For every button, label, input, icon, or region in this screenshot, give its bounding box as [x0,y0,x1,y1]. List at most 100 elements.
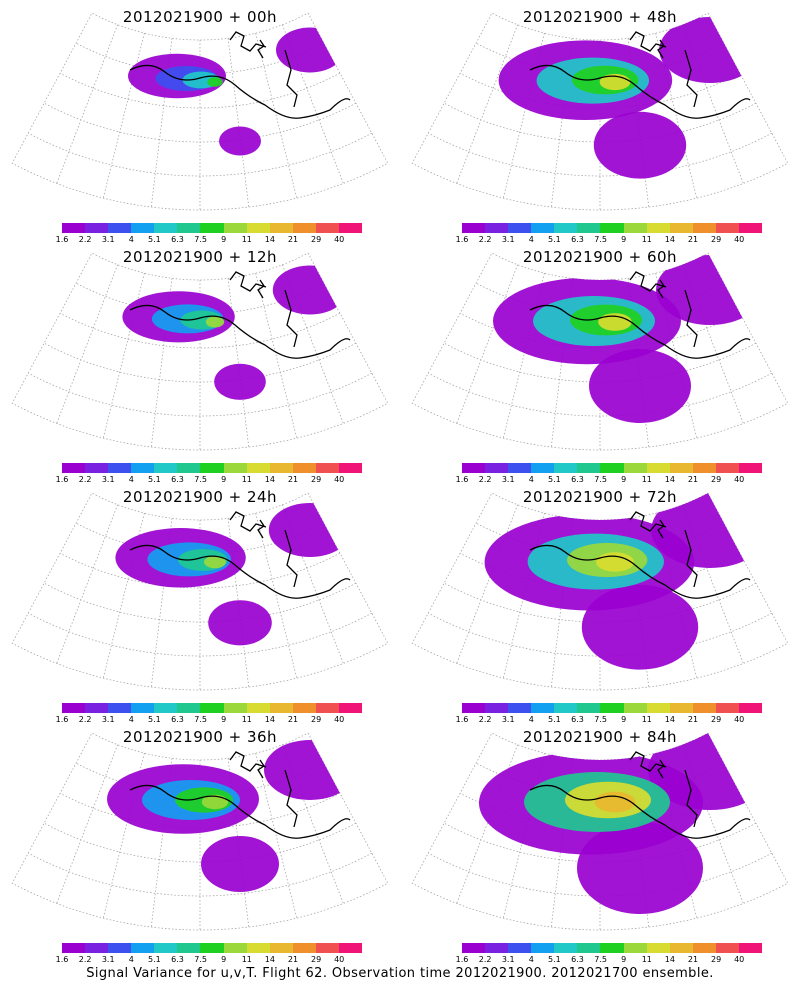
colorbar-swatch [269,463,293,473]
coastline [529,31,751,119]
colorbar-swatch [669,703,693,713]
colorbar-label: 1.6 [455,715,469,724]
colorbar-swatch [85,463,109,473]
colorbar-swatch [154,943,178,953]
variance-contour [656,255,764,325]
colorbar-labels: 1.6 2.2 3.1 4 5.1 6.3 7.5 9 11 14 21 29 40 [450,715,774,727]
colorbar-swatch [600,223,624,233]
colorbar-swatch [623,463,647,473]
colorbar-label: 5.1 [548,475,561,484]
colorbar-label: 5.1 [148,235,161,244]
colorbar-label: 29 [311,235,322,244]
map-panel: 2012021900 + 12h 1.6 2.2 3.1 4 5.1 6.3 7.5 9 11 14… [0,240,400,484]
graticule [11,252,389,451]
map-panel: 2012021900 + 00h 1.6 2.2 3.1 4 5.1 6.3 7.5 9 11 14… [0,0,400,244]
panel-title: 2012021900 + 72h [522,488,678,506]
coastline [129,31,351,119]
colorbar-swatch [154,463,178,473]
colorbar-swatch [623,943,647,953]
variance-field [107,740,356,892]
colorbar-swatch [338,943,363,953]
variance-field [498,17,761,179]
colorbar-labels: 1.6 2.2 3.1 4 5.1 6.3 7.5 9 11 14 21 29 40 [450,475,774,487]
colorbar-label: 3.1 [101,235,115,244]
colorbar-label: 21 [287,715,299,724]
variance-contour [581,584,699,670]
colorbar-label: 3.1 [501,235,515,244]
colorbar-label: 14 [664,715,675,724]
colorbar-label: 11 [241,955,252,964]
colorbar-swatch [85,223,109,233]
colorbar-swatch [646,943,670,953]
colorbar-label: 1.6 [55,235,69,244]
polar-map [11,12,389,211]
colorbar-label: 4 [528,715,534,724]
colorbar-swatch [223,703,247,713]
colorbar-label: 1.6 [55,475,69,484]
colorbar-label: 9 [621,715,627,724]
colorbar-swatch [738,943,763,953]
colorbar-swatch [577,463,601,473]
panel-title: 2012021900 + 36h [122,728,278,746]
colorbar-label: 5.1 [548,715,561,724]
colorbar-label: 6.3 [571,715,584,724]
colorbar-label: 3.1 [101,955,115,964]
colorbar-swatch [692,943,716,953]
colorbar-label: 21 [687,955,699,964]
colorbar-swatch [315,223,339,233]
panel-title: 2012021900 + 24h [122,488,278,506]
colorbar-swatch [646,223,670,233]
colorbar-swatch [462,943,486,953]
colorbar-swatch [554,463,578,473]
colorbar-label: 1.6 [455,475,469,484]
colorbar-swatch [269,703,293,713]
colorbar-labels: 1.6 2.2 3.1 4 5.1 6.3 7.5 9 11 14 21 29 40 [50,475,374,487]
colorbar-swatch [646,703,670,713]
colorbar-label: 40 [734,715,745,724]
colorbar-label: 29 [311,715,322,724]
colorbar-label: 4 [528,475,534,484]
panel-title: 2012021900 + 00h [122,8,278,26]
colorbar-label: 14 [664,475,675,484]
colorbar-swatch [600,463,624,473]
colorbar-label: 2.2 [478,475,492,484]
coastline [529,511,751,599]
colorbar-swatch [131,223,155,233]
colorbar-label: 9 [621,475,627,484]
colorbar-label: 7.5 [594,955,607,964]
colorbar-label: 40 [734,235,745,244]
colorbar-swatch [485,703,509,713]
panel-title: 2012021900 + 84h [522,728,678,746]
map-panel: 2012021900 + 72h 1.6 2.2 3.1 4 5.1 6.3 7.5 9 11 14… [400,480,800,724]
colorbar-swatch [669,463,693,473]
colorbar-label: 11 [641,715,652,724]
colorbar-swatch [485,463,509,473]
colorbar-label: 9 [621,235,627,244]
variance-field [115,503,352,646]
colorbar-swatch [508,703,532,713]
colorbar-swatch [108,223,132,233]
colorbar-label: 21 [687,475,699,484]
map-panel: 2012021900 + 60h 1.6 2.2 3.1 4 5.1 6.3 7.5 9 11 14… [400,240,800,484]
colorbar-swatch [108,703,132,713]
colorbar-swatch [715,943,739,953]
colorbar-swatch [177,463,201,473]
colorbar-label: 29 [711,715,722,724]
variance-field [493,255,764,423]
colorbar-label: 6.3 [171,475,184,484]
map-panel: 2012021900 + 24h 1.6 2.2 3.1 4 5.1 6.3 7.5 9 11 14… [0,480,400,724]
colorbar-swatch [223,943,247,953]
colorbar-swatch [200,463,224,473]
colorbar [462,943,763,953]
colorbar-swatch [131,463,155,473]
colorbar-swatch [85,943,109,953]
colorbar-label: 11 [641,475,652,484]
colorbar-swatch [62,943,86,953]
colorbar-swatch [269,223,293,233]
colorbar-swatch [462,463,486,473]
variance-field [128,27,344,156]
variance-contour [276,27,344,73]
colorbar-swatch [531,463,555,473]
variance-contour [593,111,687,179]
colorbar-swatch [554,943,578,953]
